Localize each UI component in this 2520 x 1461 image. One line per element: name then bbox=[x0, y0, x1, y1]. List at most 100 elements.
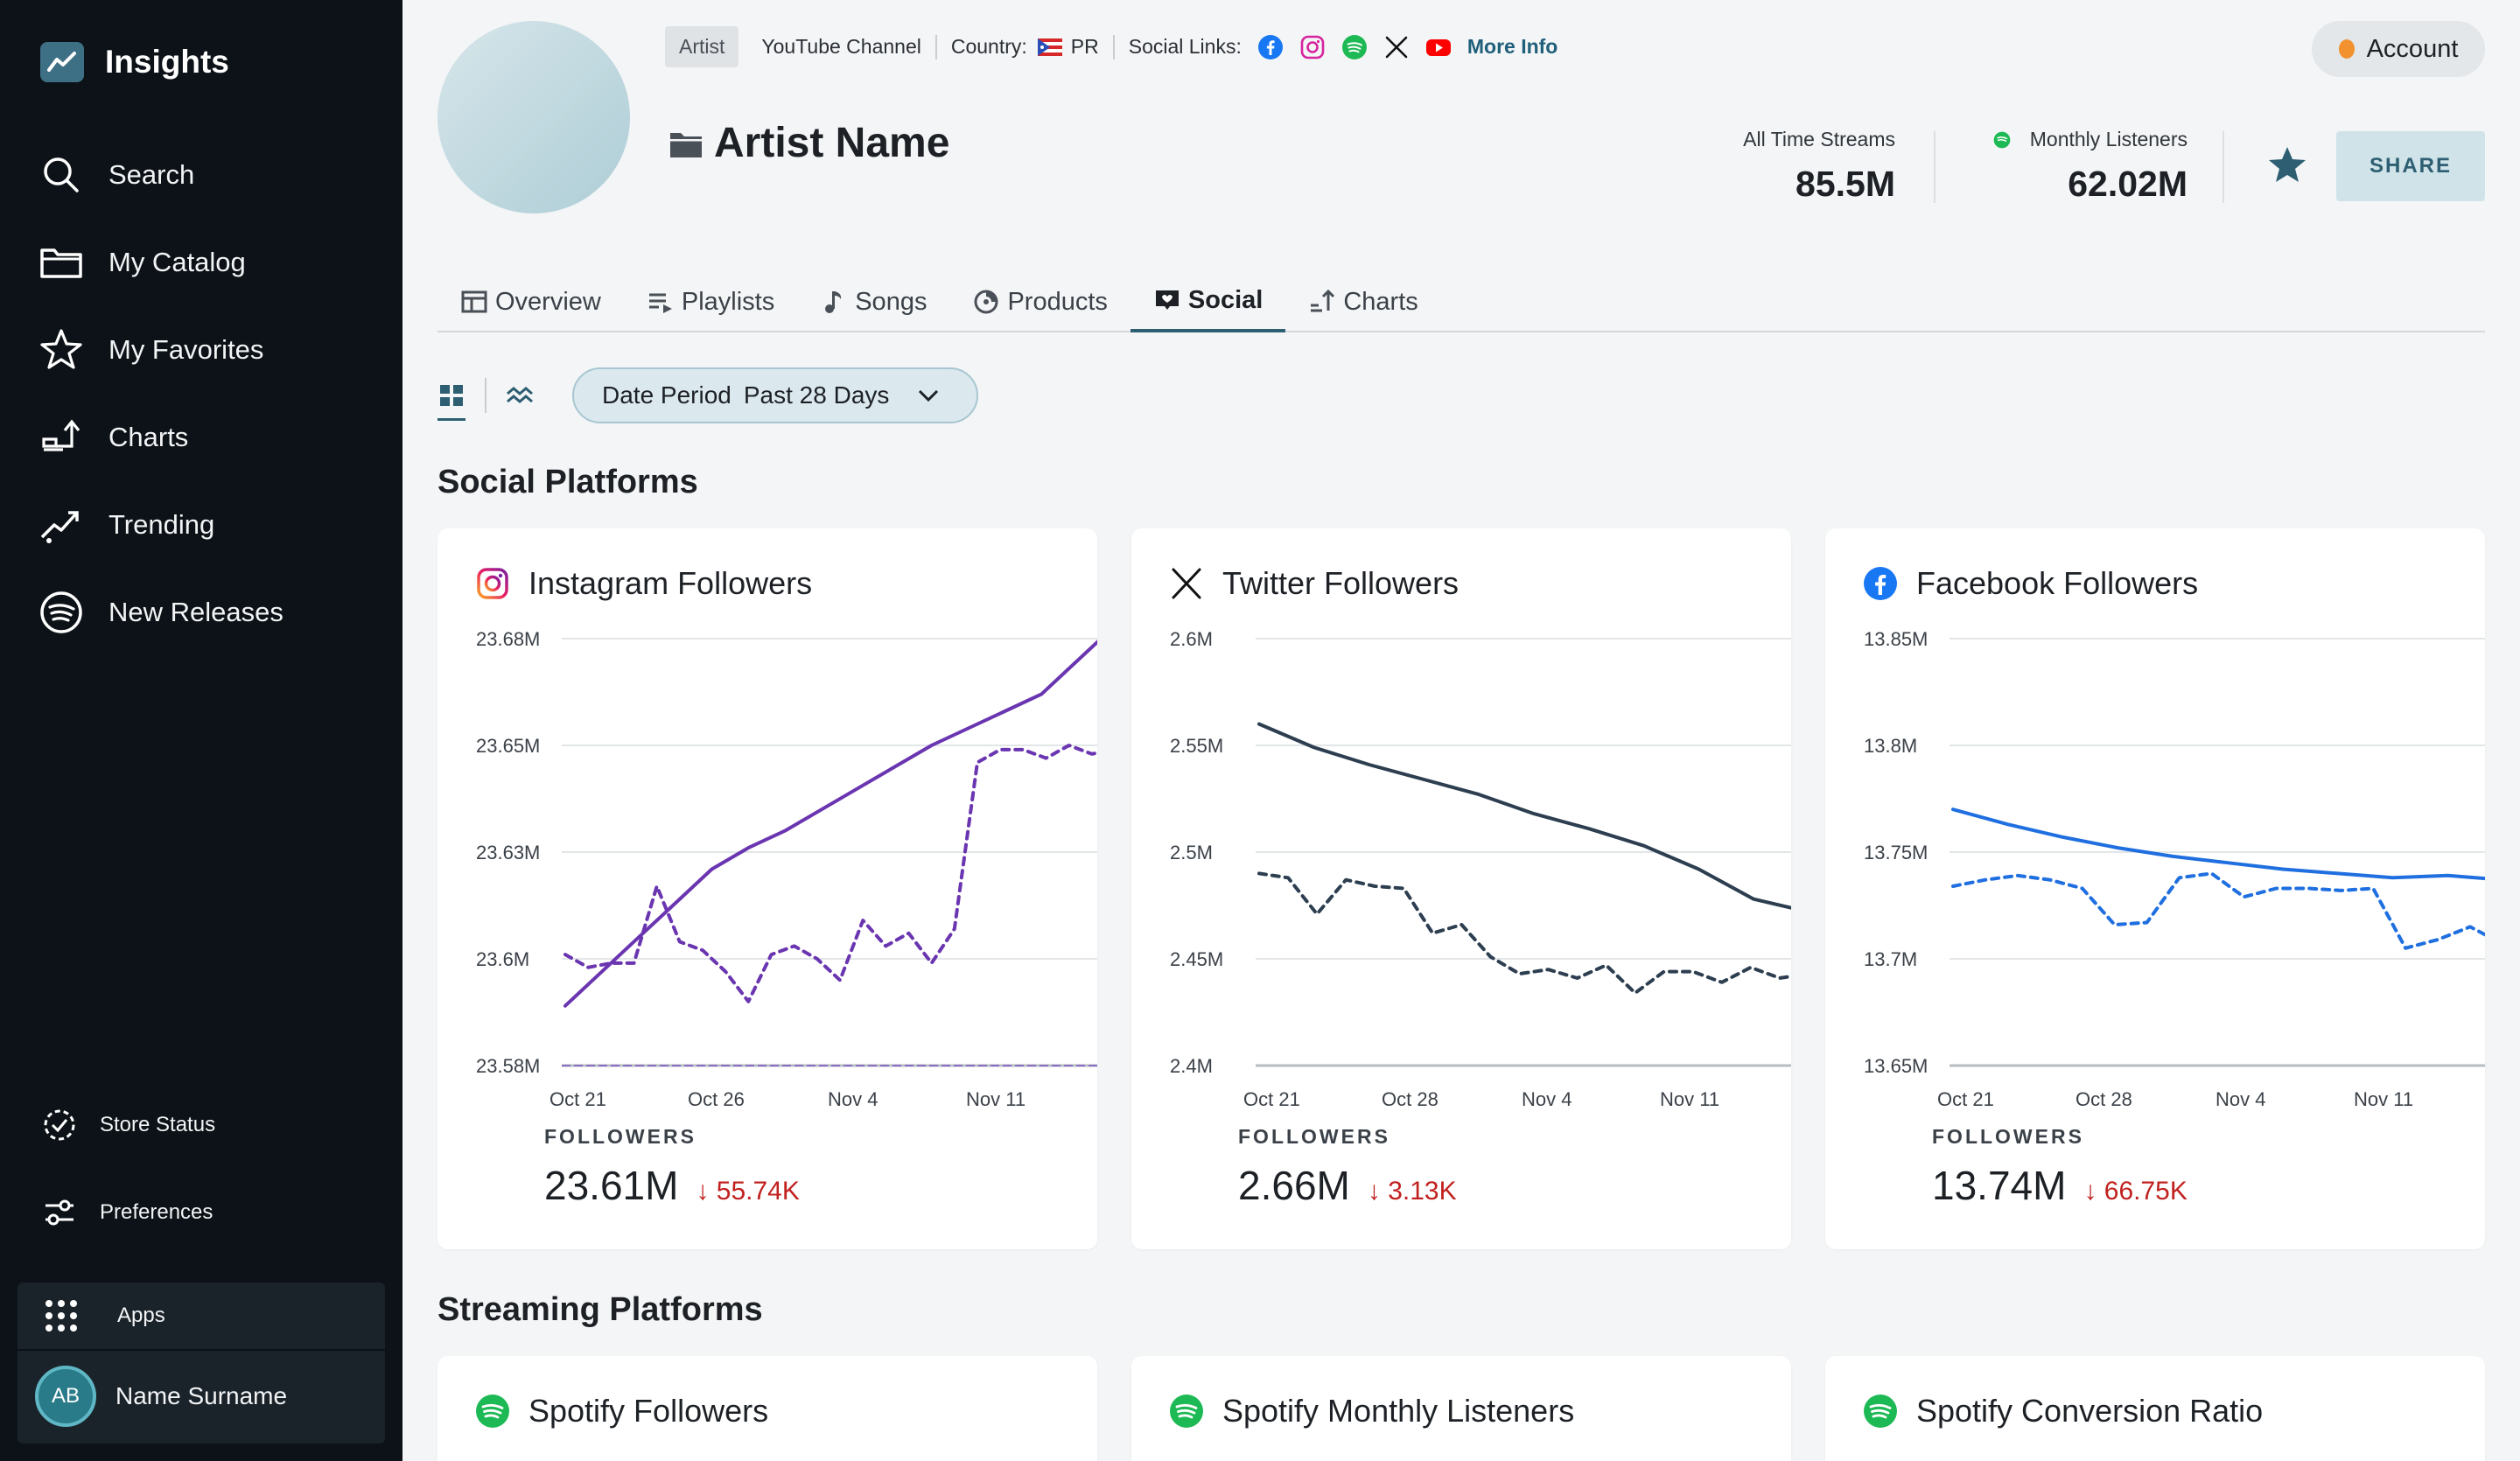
line-view-icon[interactable] bbox=[506, 381, 534, 409]
sidebar-item-search[interactable]: Search bbox=[38, 150, 284, 199]
date-period-select[interactable]: Date Period Past 28 Days bbox=[572, 367, 978, 423]
country-label: Country: bbox=[950, 35, 1027, 58]
divider bbox=[485, 378, 486, 413]
chevron-down-icon bbox=[919, 389, 939, 402]
stat-label: Monthly Listeners bbox=[2029, 128, 2188, 150]
followers-change-value: 55.74K bbox=[716, 1177, 800, 1206]
sidebar-bottom-nav: Store Status Preferences bbox=[40, 1106, 215, 1281]
card-instagram: Instagram Followers 23.68M 23.65M 23.63M 23… bbox=[438, 528, 1097, 1249]
brand[interactable]: Insights bbox=[40, 42, 229, 82]
card-title: Spotify Followers bbox=[528, 1393, 769, 1429]
x-tick-label: Oct 21 bbox=[1243, 1088, 1300, 1110]
products-icon bbox=[974, 290, 998, 314]
grid-view-icon[interactable] bbox=[438, 381, 466, 409]
spotify-icon bbox=[1864, 1395, 1897, 1428]
sidebar-item-new-releases[interactable]: New Releases bbox=[38, 588, 284, 637]
search-icon bbox=[44, 157, 79, 192]
x-tick-label: Nov 4 bbox=[1522, 1088, 1572, 1110]
followers-value: 13.74M bbox=[1932, 1163, 2067, 1208]
card-title: Facebook Followers bbox=[1916, 565, 2199, 601]
y-tick-label: 23.65M bbox=[476, 735, 540, 757]
sidebar-item-preferences[interactable]: Preferences bbox=[40, 1193, 215, 1232]
spotify-icon bbox=[1170, 1395, 1203, 1428]
tab-charts[interactable]: Charts bbox=[1285, 271, 1440, 332]
tab-products[interactable]: Products bbox=[949, 271, 1130, 332]
x-tick-label: Nov 4 bbox=[2216, 1088, 2265, 1110]
sidebar-item-charts[interactable]: Charts bbox=[38, 413, 284, 462]
y-tick-label: 2.4M bbox=[1170, 1055, 1213, 1077]
y-tick-label: 13.65M bbox=[1864, 1055, 1928, 1077]
favorite-star-icon[interactable] bbox=[2266, 143, 2308, 185]
active-view-indicator bbox=[438, 418, 466, 421]
sidebar-item-label: Preferences bbox=[100, 1200, 214, 1224]
share-button[interactable]: SHARE bbox=[2336, 131, 2485, 201]
youtube-icon[interactable] bbox=[1425, 34, 1452, 60]
x-tick-label: Oct 28 bbox=[1382, 1088, 1438, 1110]
date-period-value: Past 28 Days bbox=[743, 381, 890, 409]
stat-value: 85.5M bbox=[1796, 164, 1895, 204]
brand-title: Insights bbox=[105, 44, 229, 80]
followers-change: ↓ 55.74K bbox=[696, 1177, 799, 1206]
tab-label: Products bbox=[1007, 287, 1108, 316]
y-tick-label: 23.6M bbox=[476, 948, 529, 970]
x-tick-label: Nov 11 bbox=[2354, 1088, 2413, 1110]
sidebar-item-label: My Favorites bbox=[108, 334, 264, 365]
social-icon bbox=[1155, 290, 1179, 310]
facebook-followers-chart: 13.85M 13.8M 13.75M 13.7M 13.65M Oct 21 Oct 28… bbox=[1864, 628, 2485, 1110]
account-label: Account bbox=[2366, 34, 2459, 63]
y-tick-label: 13.7M bbox=[1864, 948, 1917, 970]
star-icon bbox=[40, 329, 82, 369]
instagram-icon[interactable] bbox=[1299, 34, 1326, 60]
sidebar-item-store-status[interactable]: Store Status bbox=[40, 1106, 215, 1144]
x-tick-label: Nov 4 bbox=[828, 1088, 878, 1110]
y-tick-label: 23.63M bbox=[476, 842, 540, 863]
arrow-down-icon: ↓ bbox=[1367, 1177, 1389, 1206]
spotify-icon bbox=[40, 591, 82, 633]
more-info-link[interactable]: More Info bbox=[1466, 35, 1558, 58]
tab-social[interactable]: Social bbox=[1130, 271, 1286, 332]
followers-change: ↓ 66.75K bbox=[2083, 1177, 2187, 1206]
sidebar-item-my-favorites[interactable]: My Favorites bbox=[38, 325, 284, 374]
tab-songs[interactable]: Songs bbox=[797, 271, 949, 332]
user-profile[interactable]: AB Name Surname bbox=[18, 1351, 385, 1442]
card-title: Twitter Followers bbox=[1222, 565, 1460, 601]
overview-icon bbox=[461, 290, 487, 313]
user-name: Name Surname bbox=[116, 1382, 288, 1409]
sidebar-item-label: Charts bbox=[108, 422, 189, 452]
followers-value: 2.66M bbox=[1238, 1163, 1350, 1208]
sidebar-item-trending[interactable]: Trending bbox=[38, 500, 284, 549]
card-header: Spotify Monthly Listeners bbox=[1168, 1393, 1574, 1430]
x-tick-label: Oct 26 bbox=[688, 1088, 745, 1110]
followers-label: FOLLOWERS bbox=[1932, 1125, 2084, 1148]
sidebar-item-my-catalog[interactable]: My Catalog bbox=[38, 238, 284, 287]
twitter-followers-chart: 2.6M 2.55M 2.5M 2.45M 2.4M Oct 21 Oct 28 Nov 4 N… bbox=[1170, 628, 1791, 1110]
sidebar-item-label: Search bbox=[108, 159, 195, 190]
facebook-icon[interactable] bbox=[1257, 34, 1284, 60]
date-period-label: Date Period bbox=[602, 381, 732, 409]
folder-icon bbox=[670, 132, 702, 157]
sidebar-item-label: New Releases bbox=[108, 597, 284, 627]
series-line-solid bbox=[1257, 722, 1791, 910]
artist-photo bbox=[438, 21, 630, 213]
tab-overview[interactable]: Overview bbox=[438, 271, 624, 332]
section-title-social: Social Platforms bbox=[438, 464, 698, 500]
tab-label: Social bbox=[1187, 285, 1264, 314]
tab-label: Playlists bbox=[681, 287, 775, 316]
x-icon bbox=[1172, 568, 1201, 599]
youtube-channel-link[interactable]: YouTube Channel bbox=[761, 35, 921, 58]
playlists-icon bbox=[648, 293, 672, 313]
sidebar-nav: Search My Catalog My Favorites Charts Tr… bbox=[38, 150, 284, 675]
x-icon[interactable] bbox=[1383, 34, 1410, 60]
tab-label: Overview bbox=[495, 287, 601, 316]
folder-icon bbox=[40, 248, 82, 278]
y-tick-label: 23.68M bbox=[476, 628, 540, 650]
card-header: Spotify Followers bbox=[474, 1393, 768, 1430]
spotify-icon[interactable] bbox=[1341, 34, 1368, 60]
tab-playlists[interactable]: Playlists bbox=[624, 271, 797, 332]
apps-button[interactable]: Apps bbox=[18, 1283, 385, 1351]
tab-label: Charts bbox=[1343, 287, 1418, 316]
music-note-icon bbox=[825, 291, 842, 313]
store-status-icon bbox=[44, 1109, 75, 1141]
account-button[interactable]: Account bbox=[2312, 21, 2485, 77]
series-line-dashed bbox=[1951, 871, 2485, 950]
